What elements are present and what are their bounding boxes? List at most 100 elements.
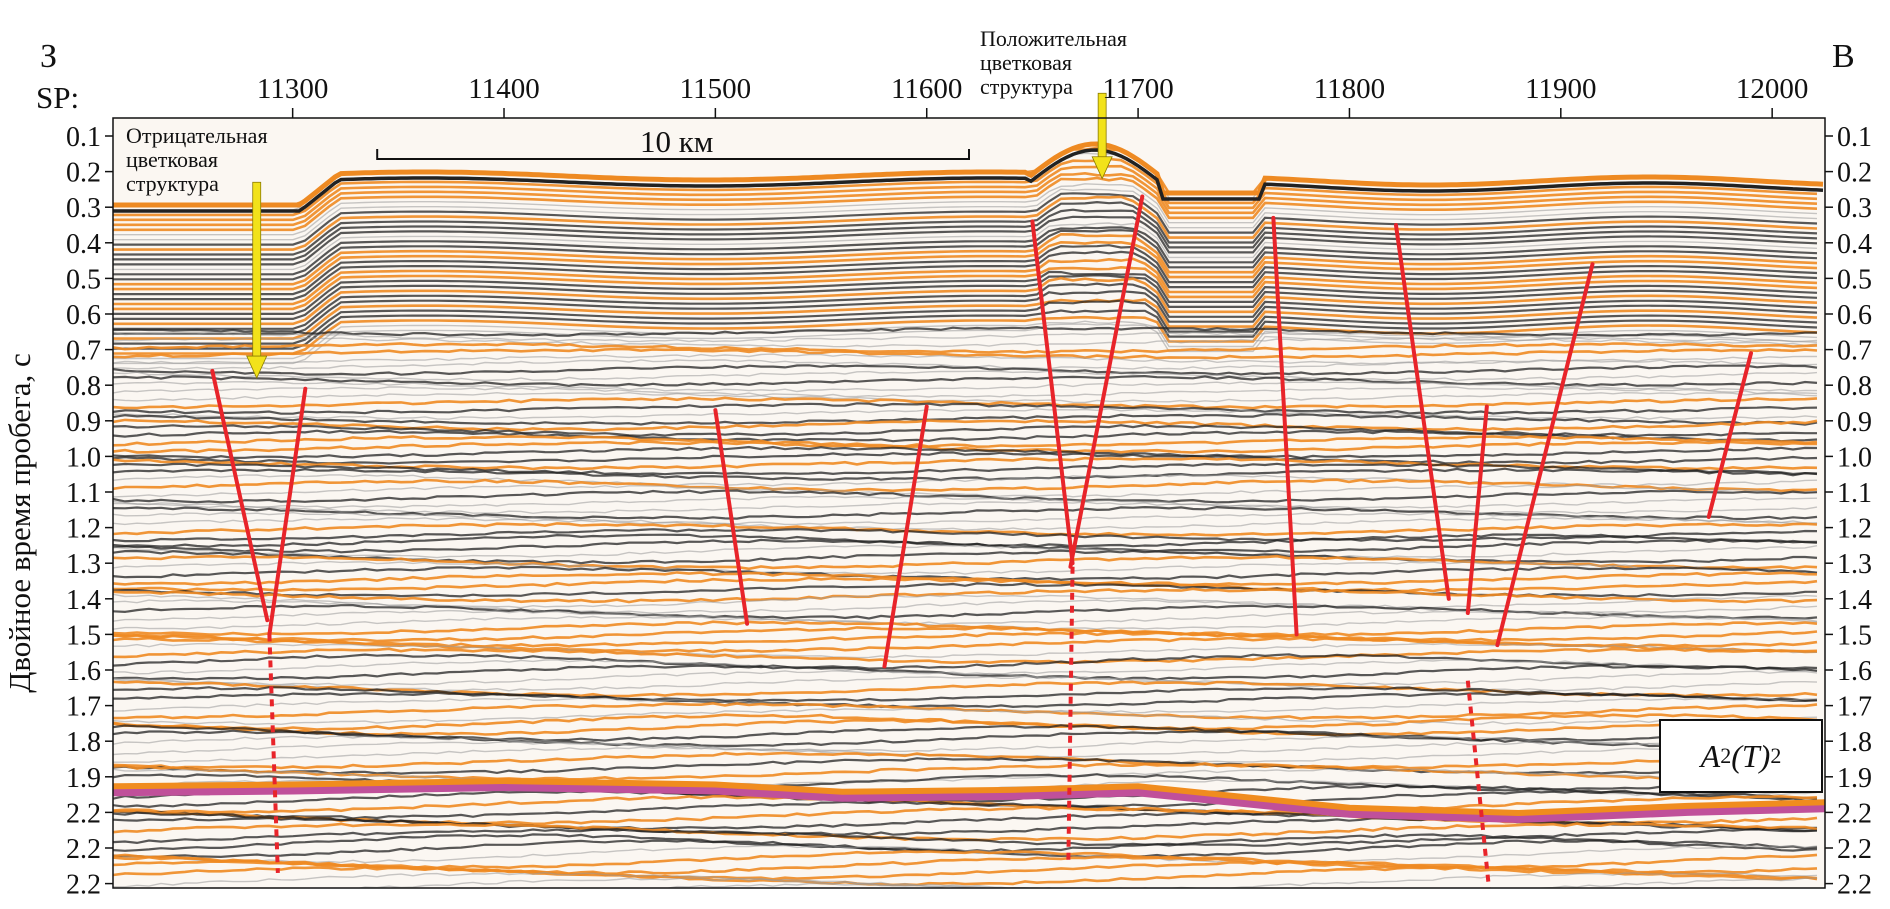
reflector-line — [113, 757, 1818, 775]
annotation-line: структура — [980, 74, 1073, 99]
reflector-line — [113, 299, 1818, 345]
reflector-line — [113, 413, 1818, 426]
reflector-line — [113, 215, 1818, 266]
reflector-line — [113, 347, 1818, 360]
reflector-line — [113, 615, 1818, 631]
reflector-line — [113, 768, 1818, 786]
time-tick-label-right: 1.5 — [1837, 620, 1872, 651]
fault-line-solid — [1495, 262, 1595, 648]
time-tick-label-left: 0.4 — [66, 229, 101, 260]
reflector-line — [113, 195, 1818, 251]
reflector-line — [113, 418, 1818, 432]
y-axis-label: Двойное время пробега, с — [2, 353, 37, 693]
time-tick-label-right: 1.6 — [1837, 656, 1872, 687]
reflector-line — [113, 188, 1818, 241]
time-tick-label-left: 0.2 — [66, 158, 101, 189]
sp-tick-label: 11600 — [891, 73, 962, 105]
time-tick-label-left: 2.2 — [66, 834, 101, 865]
reflector-line — [113, 691, 1818, 709]
reflector-line — [113, 794, 1818, 815]
reflector-line — [113, 402, 1818, 415]
sp-tick-label: 11400 — [468, 73, 539, 105]
time-tick-label-right: 1.2 — [1837, 514, 1872, 545]
reflector-line — [113, 462, 1818, 476]
seabed-reflector — [113, 141, 1824, 208]
time-tick-label-right: 0.4 — [1837, 229, 1872, 260]
reflector-line — [113, 865, 1818, 887]
time-tick-label-right: 0.1 — [1837, 122, 1872, 153]
time-tick-label-right: 1.4 — [1837, 585, 1872, 616]
reflector-line — [113, 511, 1818, 526]
reflector-line — [113, 265, 1818, 311]
annotation-line: цветковая — [980, 50, 1072, 75]
reflector-line — [339, 877, 1817, 888]
time-tick-label-left: 0.6 — [66, 300, 101, 331]
fault-line-solid — [1271, 215, 1299, 637]
time-tick-label-right: 1.3 — [1837, 549, 1872, 580]
reflector-line — [113, 298, 1818, 340]
west-label: З — [40, 38, 58, 75]
reflector-line — [113, 370, 1818, 382]
reflector-line — [113, 200, 1818, 256]
annotation-line: Отрицательная — [126, 123, 268, 148]
reflector-line — [113, 517, 1818, 531]
sp-tick-label: 11700 — [1102, 73, 1173, 105]
time-tick-label-left: 1.2 — [66, 514, 101, 545]
reflector-line — [113, 440, 1818, 454]
reflector-line — [113, 423, 1817, 438]
sp-axis: 11300 11400 11500 11600 11700 11800 11900 12000 — [257, 73, 1808, 118]
reflector-line — [113, 232, 1818, 286]
time-tick-label-right: 0.5 — [1837, 264, 1872, 295]
annotation-line: Положительная — [980, 26, 1128, 51]
time-axis: 0.1 0.1 0.2 0.2 0.3 0.3 0.4 0.4 0.5 0.5 0.6 0.6 0.7 0… — [66, 122, 1872, 909]
reflector-line — [113, 164, 1818, 222]
time-tick-label-left: 0.3 — [66, 193, 101, 224]
reflector-line — [113, 226, 1818, 276]
time-tick-label-right: 0.6 — [1837, 300, 1872, 331]
time-tick-label-left: 1.6 — [66, 656, 101, 687]
time-tick-label-left: 0.5 — [66, 264, 101, 295]
time-tick-label-right: 0.2 — [1837, 158, 1872, 189]
reflector-line — [113, 244, 1818, 296]
fault-line-solid — [1465, 404, 1489, 616]
reflector-line — [113, 257, 1818, 306]
reflector-line — [113, 713, 1818, 731]
fault-line-solid — [882, 404, 929, 669]
reflector-line — [113, 157, 1818, 217]
time-tick-label-left: 0.7 — [66, 336, 101, 367]
time-tick-label-right: 1.8 — [1837, 727, 1872, 758]
scale-bar-label: 10 км — [640, 124, 714, 159]
reflector-line — [113, 374, 1818, 388]
time-tick-label-left: 1.3 — [66, 549, 101, 580]
time-tick-label-right: 2.2 — [1837, 798, 1872, 829]
reflector-line — [113, 544, 1818, 559]
time-tick-label-left: 2.2 — [66, 798, 101, 829]
reflector-line — [113, 451, 1818, 465]
reflector-line — [113, 386, 1818, 398]
fault-line-solid — [1030, 219, 1075, 566]
horizon-label-sub2: 2 — [1770, 743, 1782, 768]
reflector-line — [113, 358, 1818, 370]
reflector-line — [113, 686, 1818, 703]
reflector-line — [113, 751, 1818, 770]
reflector-line — [113, 380, 1818, 393]
fault-line-solid — [210, 368, 270, 623]
reflector-line — [113, 176, 1818, 232]
reflector-line — [113, 527, 1818, 543]
reflector-line — [113, 337, 1818, 348]
horizon-orange-line — [113, 777, 1825, 818]
east-label: В — [1832, 38, 1855, 75]
reflector-line — [113, 587, 1818, 604]
reflector-line — [113, 208, 1818, 261]
horizon-label: A 2 (T) 2 — [1659, 719, 1823, 793]
seabed-reflector — [113, 148, 1824, 213]
reflector-line — [113, 664, 1818, 681]
time-tick-label-right: 0.8 — [1837, 371, 1872, 402]
time-tick-label-left: 1.9 — [66, 763, 101, 794]
reflector-line — [113, 647, 1818, 665]
reflector-line — [113, 290, 1818, 335]
reflector-line — [113, 708, 1818, 726]
sp-tick-label: 11500 — [680, 73, 751, 105]
